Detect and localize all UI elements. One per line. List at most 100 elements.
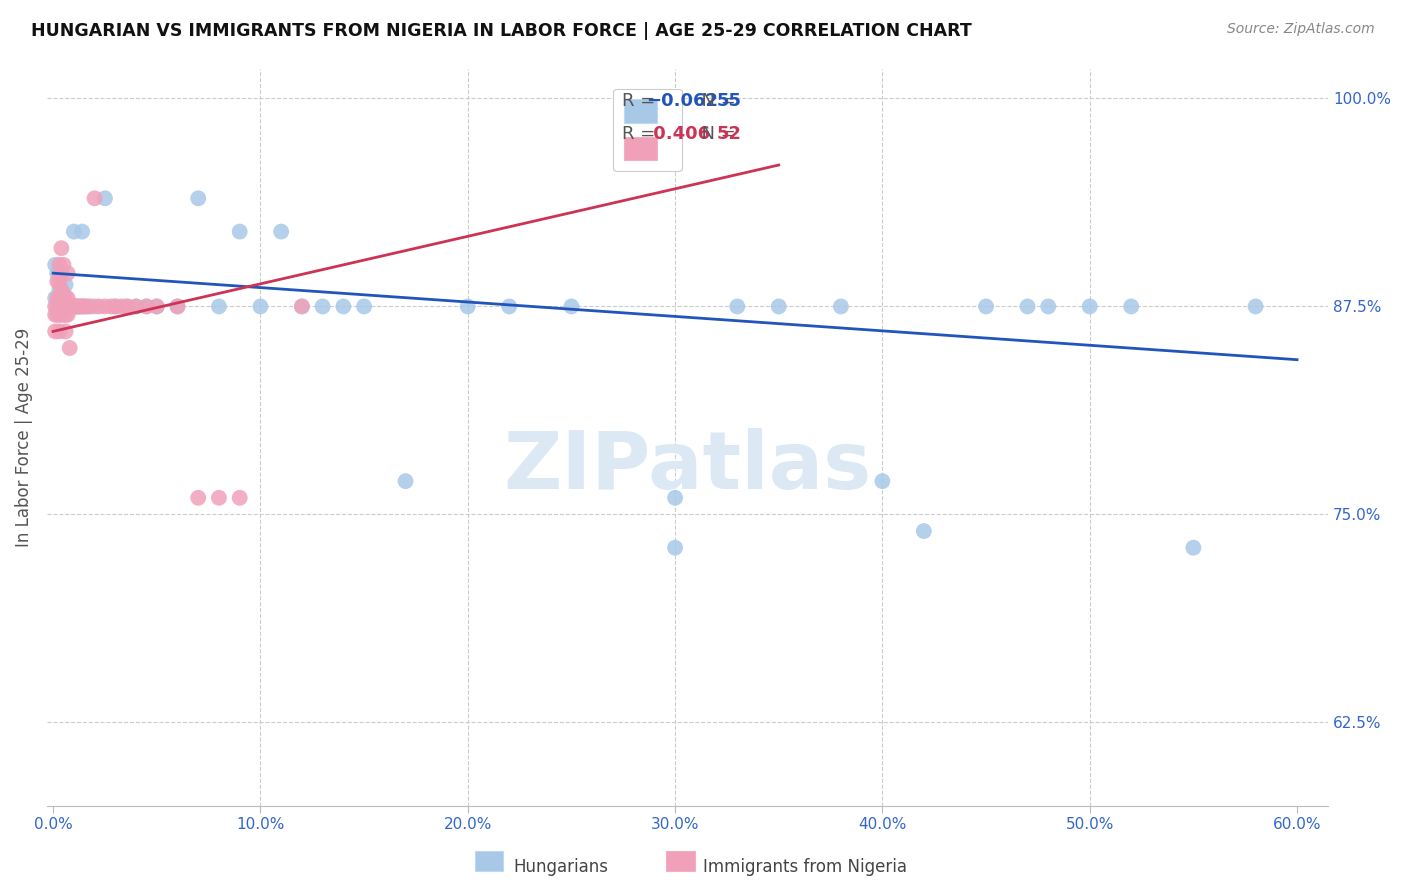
Point <box>51 241 73 255</box>
Point <box>55 277 77 292</box>
Point <box>394 474 416 488</box>
Point <box>56 308 79 322</box>
Point <box>69 300 91 314</box>
Point <box>768 300 790 314</box>
Point <box>60 300 83 314</box>
Text: R =: R = <box>623 125 661 143</box>
Point <box>46 308 69 322</box>
Point <box>83 191 105 205</box>
Point <box>1017 300 1039 314</box>
Point <box>63 225 86 239</box>
Point <box>48 300 70 314</box>
Point <box>125 300 148 314</box>
Point <box>208 491 231 505</box>
FancyBboxPatch shape <box>666 851 695 871</box>
Point <box>52 258 75 272</box>
Point <box>46 300 69 314</box>
Point <box>353 300 375 314</box>
Point <box>135 300 157 314</box>
Point <box>48 325 70 339</box>
Point <box>125 300 148 314</box>
Point <box>70 300 93 314</box>
Point <box>51 308 73 322</box>
Text: 52: 52 <box>717 125 742 143</box>
Point <box>830 300 852 314</box>
Point <box>498 300 520 314</box>
Point <box>65 300 87 314</box>
Point <box>69 300 91 314</box>
Point <box>52 300 75 314</box>
Point <box>100 300 122 314</box>
Point <box>87 300 110 314</box>
Y-axis label: In Labor Force | Age 25-29: In Labor Force | Age 25-29 <box>15 327 32 547</box>
Point <box>63 300 86 314</box>
Point <box>66 300 89 314</box>
Point <box>56 300 79 314</box>
Point <box>48 308 70 322</box>
Point <box>311 300 333 314</box>
Point <box>52 286 75 301</box>
Point <box>79 300 101 314</box>
Text: Hungarians: Hungarians <box>513 858 609 876</box>
Point <box>270 225 292 239</box>
Point <box>59 341 82 355</box>
Point <box>1121 300 1143 314</box>
Point <box>291 300 314 314</box>
Point <box>135 300 157 314</box>
Text: N =: N = <box>690 125 741 143</box>
Point <box>228 491 250 505</box>
Point <box>974 300 997 314</box>
Point <box>51 283 73 297</box>
Point <box>187 491 209 505</box>
Point <box>70 225 93 239</box>
Point <box>1244 300 1267 314</box>
Point <box>48 291 70 305</box>
Point <box>46 291 69 305</box>
Point <box>55 291 77 305</box>
Point <box>73 300 96 314</box>
Text: 55: 55 <box>717 92 742 110</box>
Point <box>1182 541 1205 555</box>
Point <box>208 300 231 314</box>
Point <box>228 225 250 239</box>
Point <box>51 266 73 280</box>
Point <box>146 300 169 314</box>
Point <box>1078 300 1101 314</box>
Point <box>73 300 96 314</box>
Point <box>51 294 73 309</box>
Point <box>104 300 127 314</box>
Point <box>55 308 77 322</box>
Point <box>83 300 105 314</box>
Point <box>59 300 82 314</box>
Point <box>187 191 209 205</box>
Point <box>249 300 271 314</box>
Point <box>457 300 479 314</box>
Point <box>166 300 188 314</box>
Point <box>94 300 117 314</box>
Point <box>77 300 100 314</box>
Point <box>75 300 97 314</box>
Point <box>52 287 75 301</box>
Point <box>664 491 686 505</box>
Point <box>48 258 70 272</box>
Point <box>46 266 69 280</box>
Point <box>94 191 117 205</box>
Point <box>55 325 77 339</box>
Point <box>44 291 66 305</box>
Point <box>110 300 132 314</box>
Point <box>52 308 75 322</box>
Point <box>560 300 582 314</box>
Text: 0.406: 0.406 <box>647 125 710 143</box>
Point <box>114 300 136 314</box>
Point <box>65 300 87 314</box>
Point <box>66 300 89 314</box>
Point <box>912 524 935 538</box>
Point <box>48 283 70 297</box>
Text: HUNGARIAN VS IMMIGRANTS FROM NIGERIA IN LABOR FORCE | AGE 25-29 CORRELATION CHAR: HUNGARIAN VS IMMIGRANTS FROM NIGERIA IN … <box>31 22 972 40</box>
Point <box>104 300 127 314</box>
Point <box>332 300 354 314</box>
Point <box>59 300 82 314</box>
Text: Source: ZipAtlas.com: Source: ZipAtlas.com <box>1227 22 1375 37</box>
Text: R =: R = <box>623 92 661 110</box>
Point <box>56 266 79 280</box>
